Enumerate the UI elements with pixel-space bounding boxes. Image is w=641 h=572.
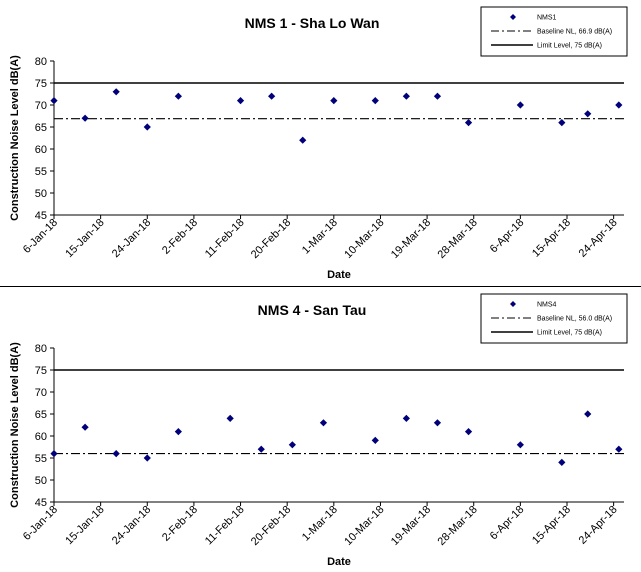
y-tick-label: 50: [35, 475, 47, 487]
data-point: [143, 454, 151, 462]
y-tick-label: 55: [35, 453, 47, 465]
legend-label: Limit Level, 75 dB(A): [537, 43, 602, 50]
x-tick-label: 19-Mar-18: [389, 504, 433, 548]
data-point: [268, 92, 276, 100]
data-point: [50, 450, 58, 458]
legend-marker: [510, 14, 516, 20]
data-point: [558, 119, 566, 127]
x-tick-label: 24-Apr-18: [577, 217, 620, 260]
data-point: [236, 97, 245, 105]
data-point: [50, 97, 58, 105]
data-point: [330, 97, 338, 105]
y-tick-label: 80: [35, 343, 47, 355]
x-tick-label: 11-Feb-18: [203, 504, 247, 548]
data-point: [81, 114, 89, 122]
y-tick-label: 50: [35, 188, 47, 200]
x-axis-title: Date: [327, 269, 351, 281]
data-point: [143, 123, 151, 131]
data-point: [433, 92, 442, 100]
x-tick-label: 10-Mar-18: [342, 504, 386, 548]
data-point: [584, 110, 592, 118]
x-tick-label: 28-Mar-18: [435, 504, 479, 548]
legend-label: Limit Level, 75 dB(A): [537, 330, 602, 337]
y-tick-label: 60: [35, 144, 47, 156]
data-point: [584, 410, 592, 418]
data-point: [299, 136, 307, 144]
x-tick-label: 20-Feb-18: [249, 217, 293, 261]
y-tick-label: 70: [35, 387, 47, 399]
data-point: [433, 419, 442, 427]
x-tick-label: 20-Feb-18: [249, 504, 293, 548]
x-tick-label: 15-Jan-18: [63, 217, 107, 261]
data-point: [615, 445, 623, 453]
x-tick-label: 15-Apr-18: [530, 217, 573, 260]
y-tick-label: 80: [35, 56, 47, 68]
data-point: [81, 423, 89, 431]
data-point: [558, 458, 566, 466]
x-tick-label: 19-Mar-18: [389, 217, 433, 261]
x-axis-title: Date: [327, 556, 351, 568]
x-tick-label: 1-Mar-18: [300, 217, 340, 257]
legend-label: NMS4: [537, 302, 557, 309]
y-tick-label: 75: [35, 78, 47, 90]
x-tick-label: 28-Mar-18: [435, 217, 479, 261]
x-tick-label: 11-Feb-18: [203, 217, 247, 261]
y-axis-title: Construction Noise Level dB(A): [9, 342, 21, 508]
data-point: [226, 414, 234, 422]
legend-box: [480, 293, 628, 344]
data-point: [319, 419, 328, 427]
legend-label: Baseline NL, 66.9 dB(A): [537, 29, 612, 36]
y-tick-label: 60: [35, 431, 47, 443]
x-tick-label: 10-Mar-18: [342, 217, 386, 261]
data-point: [402, 92, 410, 100]
y-tick-label: 65: [35, 122, 47, 134]
data-point: [464, 428, 473, 436]
y-tick-label: 70: [35, 100, 47, 112]
chart-panel-nms1: NMS 1 - Sha Lo Wan Construction Noise Lev…: [9, 6, 628, 281]
x-tick-label: 6-Jan-18: [21, 504, 60, 543]
legend-box: [480, 6, 628, 57]
chart-title: NMS 1 - Sha Lo Wan: [245, 15, 380, 31]
y-tick-label: 75: [35, 365, 47, 377]
x-tick-label: 24-Apr-18: [577, 504, 620, 547]
y-tick-label: 55: [35, 166, 47, 178]
data-point: [371, 97, 379, 105]
x-tick-label: 15-Jan-18: [63, 504, 107, 548]
x-tick-label: 2-Feb-18: [160, 504, 200, 544]
x-tick-label: 2-Feb-18: [160, 217, 200, 257]
data-point: [516, 441, 524, 449]
data-point: [615, 101, 623, 109]
data-point: [112, 88, 120, 96]
x-tick-label: 24-Jan-18: [110, 217, 154, 261]
y-axis-title: Construction Noise Level dB(A): [9, 55, 21, 221]
data-point: [516, 101, 524, 109]
legend-label: NMS1: [537, 15, 557, 22]
chart-title: NMS 4 - San Tau: [258, 302, 367, 318]
chart-svg-nms1: NMS 1 - Sha Lo Wan Construction Noise Lev…: [9, 6, 628, 281]
chart-svg-nms4: NMS 4 - San Tau Construction Noise Level …: [9, 293, 628, 568]
data-point: [402, 414, 410, 422]
data-point: [174, 428, 182, 436]
data-point: [288, 441, 296, 449]
x-tick-label: 1-Mar-18: [300, 504, 340, 544]
x-tick-label: 6-Apr-18: [488, 217, 527, 256]
data-point: [371, 436, 379, 444]
data-point: [174, 92, 182, 100]
legend-marker: [510, 301, 516, 307]
legend-label: Baseline NL, 56.0 dB(A): [537, 316, 612, 323]
data-point: [464, 119, 473, 127]
chart-panel-nms4: NMS 4 - San Tau Construction Noise Level …: [0, 286, 641, 572]
x-tick-label: 6-Apr-18: [488, 504, 527, 543]
x-tick-label: 24-Jan-18: [110, 504, 154, 548]
data-point: [112, 450, 120, 458]
y-tick-label: 45: [35, 497, 47, 509]
x-tick-label: 6-Jan-18: [21, 217, 60, 256]
y-tick-label: 45: [35, 210, 47, 222]
y-tick-label: 65: [35, 409, 47, 421]
data-point: [257, 445, 265, 453]
x-tick-label: 15-Apr-18: [530, 504, 573, 547]
